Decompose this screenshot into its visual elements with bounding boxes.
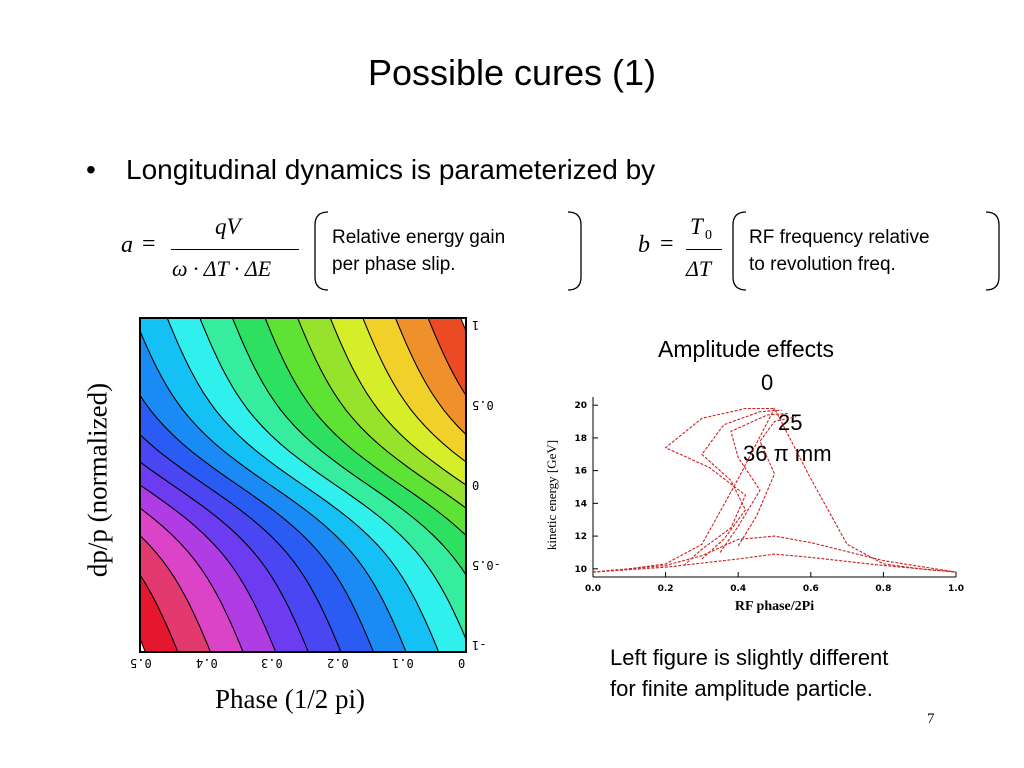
right-y-tick-label: 18 (574, 434, 587, 444)
formula-a-right-brace (567, 211, 582, 291)
formula-a-left-brace (314, 211, 329, 291)
formula-b-fraction-bar (686, 249, 722, 250)
caption-line-2: for finite amplitude particle. (610, 676, 873, 701)
formula-a-lhs: a (121, 232, 133, 258)
left-y-tick: -1 (472, 638, 487, 652)
formula-a-description: Relative energy gain per phase slip. (332, 227, 506, 275)
formula-a-equals: = (142, 231, 156, 257)
amp-label-36: 36 π mm (743, 441, 832, 466)
formula-b-numerator: T (690, 214, 703, 239)
left-y-tick: 0 (472, 478, 480, 492)
right-x-tick-label: 0.4 (730, 584, 746, 594)
slide-title: Possible cures (1) (367, 52, 657, 93)
formula-b-description: RF frequency relative to revolution freq… (749, 227, 930, 275)
left-y-tick: 1 (472, 318, 480, 332)
amplitude-series-0 (592, 407, 957, 573)
right-x-tick-label: 1.0 (948, 584, 964, 594)
formula-a-denominator: ω · ΔT · ΔE (172, 256, 272, 281)
amplitude-fold-curve-0 (664, 407, 775, 566)
contour-plot (140, 318, 466, 652)
page-number: 7 (927, 711, 935, 727)
left-x-tick: 0.3 (261, 656, 283, 670)
left-x-tick: 0.2 (326, 656, 349, 670)
right-ylabel: kinetic energy [GeV] (544, 440, 559, 550)
left-x-tick: 0.1 (392, 656, 414, 670)
amplitude-fold-curve-1 (701, 409, 782, 560)
formula-b-denominator: ΔT (686, 256, 712, 281)
caption-line-1: Left figure is slightly different (610, 645, 889, 670)
formula-b-equals: = (660, 231, 674, 257)
figure-caption: Left figure is slightly different for fi… (610, 642, 888, 704)
right-x-tick-label: 0.6 (803, 584, 819, 594)
contour-band (394, 318, 466, 436)
right-y-tick-label: 20 (574, 401, 587, 411)
amplitude-series-1 (592, 535, 957, 573)
contour-band (140, 534, 212, 652)
right-x-tick-label: 0.8 (875, 584, 891, 594)
formula-b-lhs: b (638, 232, 650, 258)
left-x-tick: 0.4 (195, 656, 218, 670)
right-xlabel: RF phase/2Pi (735, 599, 814, 614)
left-x-tick: 0.5 (130, 656, 152, 670)
formula-a-fraction-bar (171, 249, 299, 250)
formula-b-left-brace (732, 211, 747, 291)
amplitude-fold-curve-3 (737, 416, 797, 547)
right-x-tick-label: 0.0 (585, 584, 601, 594)
left-y-tick: 0.5 (472, 398, 494, 412)
contour-band (140, 484, 277, 652)
right-y-tick-label: 10 (574, 565, 587, 575)
amplitude-fold-curve-2 (719, 412, 790, 553)
formula-b-numerator-subscript: 0 (705, 228, 712, 243)
formula-a-numerator: qV (215, 214, 241, 239)
right-y-tick-label: 12 (574, 532, 587, 542)
contour-band (140, 433, 342, 652)
bullet-marker: • (86, 154, 96, 185)
contour-band (140, 573, 179, 652)
right-y-tick-label: 14 (574, 499, 587, 509)
contour-plot-frame (139, 317, 467, 653)
right-y-tick-label: 16 (574, 467, 587, 477)
right-figure-title: Amplitude effects (658, 336, 835, 362)
right-x-tick-label: 0.2 (658, 584, 674, 594)
amplitude-series-2 (592, 553, 957, 573)
amp-label-0: 0 (761, 370, 774, 395)
left-figure-ylabel: dp/p (normalized) (82, 382, 113, 578)
amplitude-chart: 20 18 16 14 12 10 0.0 0.2 0.4 0.6 0.8 1.0 RF phase/2… (544, 397, 964, 614)
contour-band (427, 318, 466, 397)
left-figure-xlabel: Phase (1/2 pi) (215, 684, 365, 714)
bullet-text: Longitudinal dynamics is parameterized b… (126, 154, 656, 185)
left-x-tick: 0 (457, 656, 465, 670)
formula-b-right-brace (985, 211, 1000, 291)
contour-band (140, 507, 244, 652)
left-y-tick: -0.5 (472, 558, 501, 572)
contour-band (140, 461, 309, 652)
